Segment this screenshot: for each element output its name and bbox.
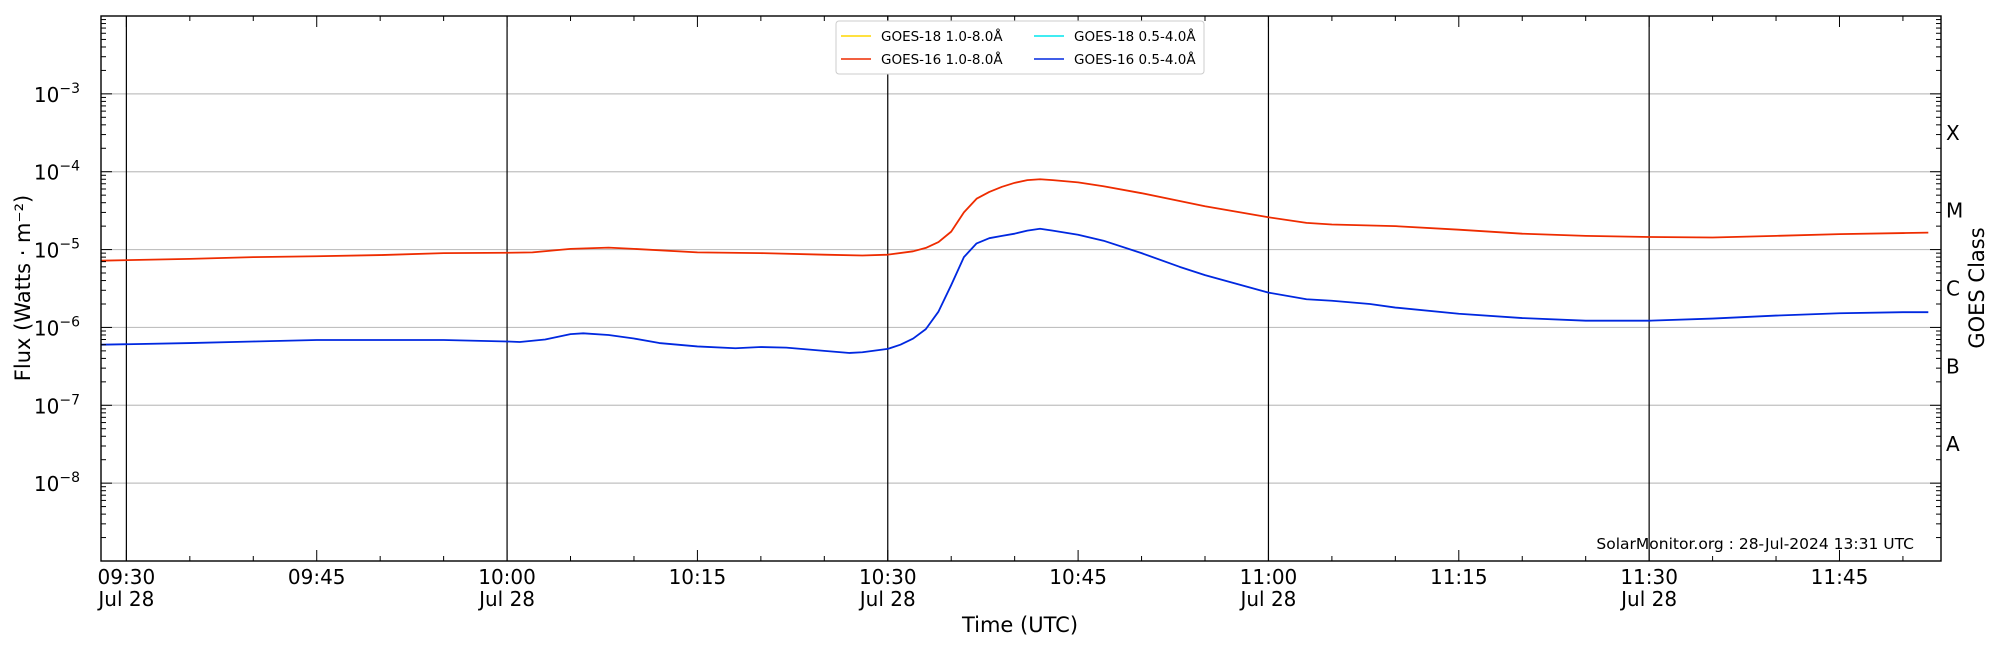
- x-axis-label: Time (UTC): [961, 613, 1078, 637]
- x-tick-date: Jul 28: [1619, 587, 1677, 611]
- goes-class-label: A: [1946, 432, 1960, 456]
- y-tick-label: 10−7: [34, 392, 80, 418]
- right-axis-label: GOES Class: [1965, 227, 1989, 348]
- y-tick-base: 10: [34, 472, 59, 496]
- x-tick-label: 10:00: [478, 565, 536, 589]
- y-tick-base: 10: [34, 316, 59, 340]
- legend: GOES-18 1.0-8.0Å GOES-16 1.0-8.0Å GOES-18 …: [835, 20, 1205, 75]
- y-tick-exponent: −4: [59, 159, 80, 175]
- y-tick-exponent: −3: [59, 81, 80, 97]
- series-lines: [100, 178, 1929, 354]
- x-tick-date: Jul 28: [96, 587, 154, 611]
- x-tick-date: Jul 28: [1238, 587, 1296, 611]
- x-tick-label: 11:30: [1620, 565, 1678, 589]
- x-tick-label: 10:15: [669, 565, 727, 589]
- y-tick-label: 10−4: [34, 159, 80, 185]
- grid-lines: [101, 16, 1941, 561]
- y-tick-exponent: −7: [59, 392, 80, 408]
- y-tick-exponent: −6: [59, 314, 80, 330]
- x-tick-label: 11:45: [1811, 565, 1869, 589]
- y-tick-base: 10: [34, 83, 59, 107]
- y-tick-label: 10−6: [34, 314, 80, 340]
- axis-ticks: [101, 15, 1941, 562]
- y-tick-label: 10−3: [34, 81, 80, 107]
- series-line-2: [100, 178, 1929, 262]
- x-tick-date: Jul 28: [858, 587, 916, 611]
- x-tick-label: 11:00: [1240, 565, 1298, 589]
- goes-class-label: X: [1946, 121, 1960, 145]
- x-tick-label: 09:30: [98, 565, 156, 589]
- x-tick-label: 09:45: [288, 565, 346, 589]
- legend-entry: GOES-18 1.0-8.0Å: [881, 28, 1003, 45]
- y-axis-label: Flux (Watts · m⁻²): [11, 195, 35, 381]
- y-tick-label: 10−5: [34, 237, 80, 263]
- x-tick-label: 10:45: [1049, 565, 1107, 589]
- legend-entry: GOES-18 0.5-4.0Å: [1074, 28, 1196, 45]
- legend-entry: GOES-16 0.5-4.0Å: [1074, 51, 1196, 68]
- legend-box: [835, 20, 1205, 75]
- goes-class-label: M: [1946, 199, 1963, 223]
- series-line-3: [100, 227, 1929, 354]
- y-tick-base: 10: [34, 239, 59, 263]
- goes-class-label: C: [1946, 277, 1960, 301]
- y-tick-base: 10: [34, 394, 59, 418]
- x-tick-date: Jul 28: [477, 587, 535, 611]
- y-tick-base: 10: [34, 161, 59, 185]
- y-tick-exponent: −8: [59, 470, 80, 486]
- legend-entry: GOES-16 1.0-8.0Å: [881, 51, 1003, 68]
- x-tick-label: 10:30: [859, 565, 917, 589]
- y-tick-label: 10−8: [34, 470, 80, 496]
- y-tick-exponent: −5: [59, 237, 80, 253]
- plot-frame: [100, 15, 1942, 562]
- goes-class-label: B: [1946, 354, 1960, 378]
- watermark: SolarMonitor.org : 28-Jul-2024 13:31 UTC: [1596, 535, 1914, 553]
- x-tick-label: 11:15: [1430, 565, 1488, 589]
